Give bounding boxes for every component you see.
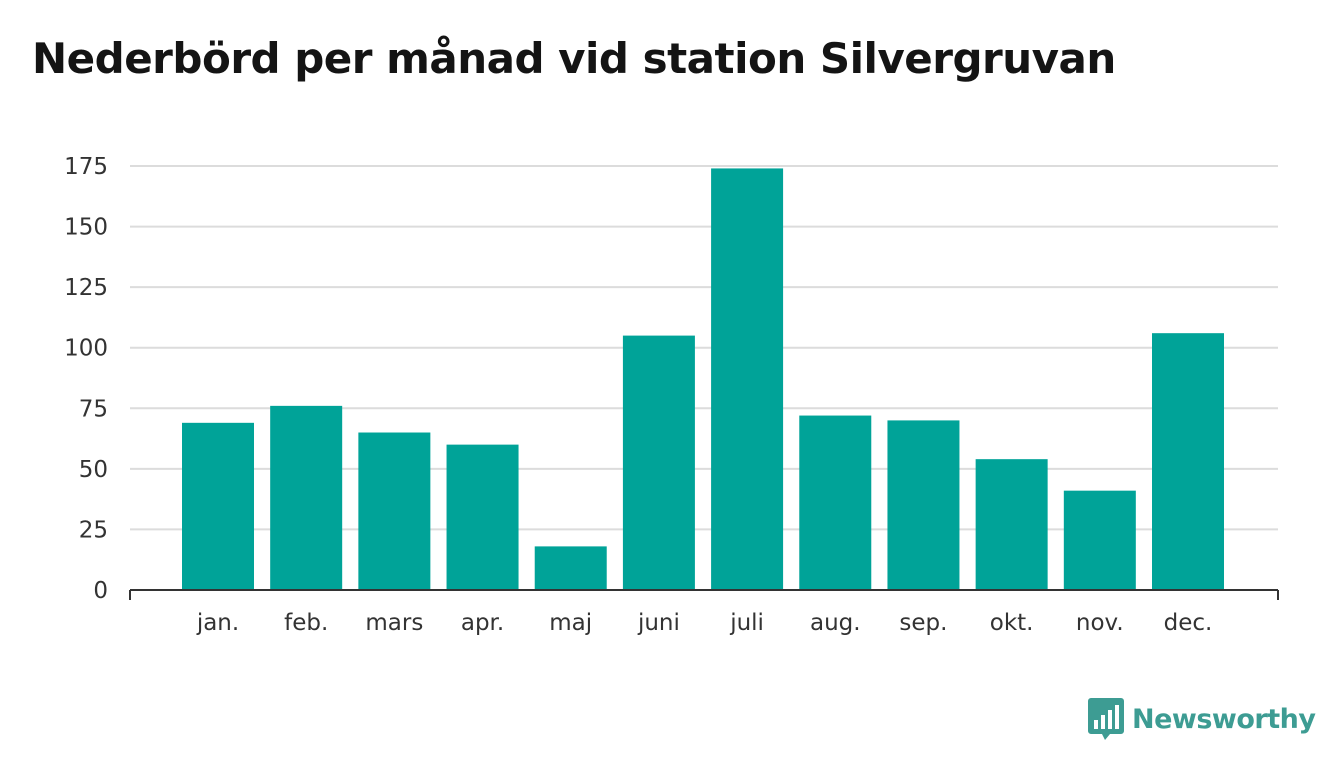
x-tick-label: sep.: [899, 610, 947, 636]
bar: [887, 420, 960, 590]
x-tick-label: aug.: [810, 610, 861, 636]
bar: [1152, 333, 1224, 590]
bar-chart-speech-bubble-icon: [1088, 698, 1124, 740]
y-tick-label: 125: [64, 275, 108, 301]
x-tick-label: juli: [729, 610, 764, 636]
bar: [182, 422, 254, 590]
y-tick-label: 75: [79, 396, 108, 422]
x-tick-label: juni: [637, 610, 680, 636]
x-tick-label: mars: [365, 610, 423, 636]
x-tick-label: nov.: [1076, 610, 1124, 636]
x-tick-label: feb.: [284, 610, 328, 636]
brand-name: Newsworthy: [1132, 703, 1316, 735]
y-tick-label: 25: [79, 517, 108, 543]
x-tick-label: apr.: [461, 610, 504, 636]
bar: [975, 459, 1048, 590]
y-tick-label: 175: [64, 154, 108, 180]
y-tick-label: 150: [64, 215, 108, 241]
bar: [711, 168, 784, 590]
chart-title: Nederbörd per månad vid station Silvergr…: [32, 34, 1116, 83]
bar: [358, 432, 431, 590]
x-tick-label: dec.: [1164, 610, 1213, 636]
x-axis-ticks: jan. feb. mars apr. maj juni juli aug. sep. okt. n…: [196, 610, 1213, 636]
y-tick-label: 0: [93, 578, 108, 604]
bar: [799, 415, 872, 590]
x-tick-label: jan.: [196, 610, 239, 636]
y-tick-label: 100: [64, 336, 108, 362]
bar: [270, 405, 343, 590]
y-tick-label: 50: [79, 457, 108, 483]
x-tick-label: maj: [549, 610, 592, 636]
newsworthy-logo: Newsworthy: [1088, 698, 1316, 740]
bar: [534, 546, 607, 590]
bars: [182, 168, 1224, 590]
x-tick-label: okt.: [990, 610, 1034, 636]
y-axis-ticks: 0 25 50 75 100 125 150 175: [64, 154, 108, 604]
x-axis: [129, 589, 1279, 600]
bar: [446, 444, 519, 590]
bar: [1063, 490, 1136, 590]
bar: [622, 335, 695, 590]
